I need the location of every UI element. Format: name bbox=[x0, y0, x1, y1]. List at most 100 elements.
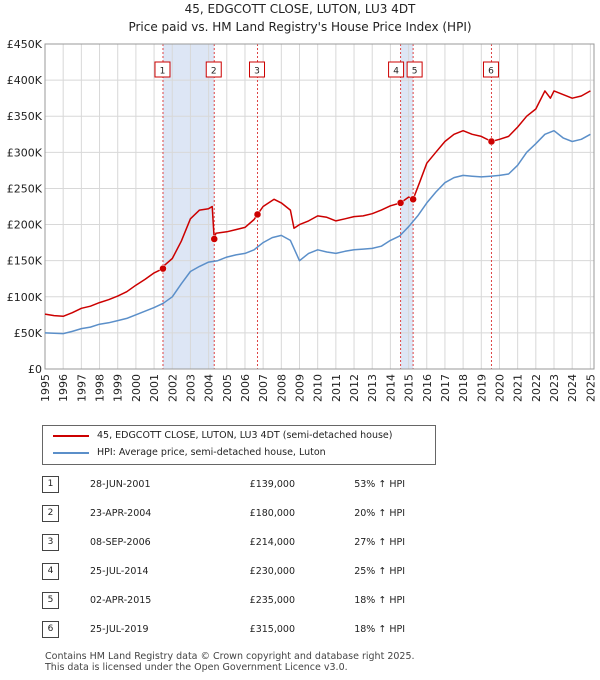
sale-hpi-change: 27% ↑ HPI bbox=[354, 537, 405, 548]
sale-row: 5 02-APR-2015 £235,000 18% ↑ HPI bbox=[42, 586, 405, 615]
sale-price: £180,000 bbox=[249, 508, 295, 519]
sale-label-box bbox=[388, 61, 405, 78]
sale-point bbox=[409, 195, 417, 204]
y-tick-label: £150K bbox=[7, 255, 43, 268]
sale-hpi-change: 20% ↑ HPI bbox=[354, 508, 405, 519]
legend-label-property: 45, EDGCOTT CLOSE, LUTON, LU3 4DT (semi-… bbox=[97, 430, 393, 441]
sale-row: 1 28-JUN-2001 £139,000 53% ↑ HPI bbox=[42, 470, 405, 499]
sale-label-box bbox=[482, 61, 499, 78]
x-tick-label: 2006 bbox=[239, 374, 252, 402]
sale-point bbox=[159, 264, 167, 273]
sale-label-number: 3 bbox=[254, 67, 260, 77]
sale-date: 25-JUL-2014 bbox=[90, 566, 149, 577]
y-tick-label: £100K bbox=[7, 291, 43, 304]
sale-date: 02-APR-2015 bbox=[90, 595, 152, 606]
x-tick-label: 2005 bbox=[221, 374, 234, 402]
chart-subtitle: Price paid vs. HM Land Registry's House … bbox=[128, 20, 472, 34]
y-tick-label: £0 bbox=[28, 363, 42, 376]
x-tick-label: 2019 bbox=[475, 374, 488, 402]
sale-label-number: 4 bbox=[393, 67, 399, 77]
x-tick-label: 1995 bbox=[39, 374, 52, 402]
legend-label-hpi: HPI: Average price, semi-detached house,… bbox=[97, 447, 326, 458]
sale-price: £315,000 bbox=[249, 624, 295, 635]
x-tick-label: 2004 bbox=[203, 374, 216, 402]
sale-label-box bbox=[249, 61, 266, 78]
price-chart: 1 2 3 4 5 6 £0 £50K £100K £150K £200K £250K £300K £35… bbox=[7, 38, 598, 402]
x-tick-label: 2008 bbox=[275, 374, 288, 402]
y-tick-label: £200K bbox=[7, 219, 43, 232]
chart-title: 45, EDGCOTT CLOSE, LUTON, LU3 4DT bbox=[184, 2, 416, 16]
sale-point bbox=[487, 137, 496, 146]
legend-swatch-property bbox=[53, 435, 89, 437]
sale-hpi-change: 18% ↑ HPI bbox=[354, 595, 405, 606]
x-tick-label: 2014 bbox=[384, 374, 397, 402]
x-tick-label: 2002 bbox=[166, 374, 179, 402]
x-tick-label: 2007 bbox=[257, 374, 270, 402]
sale-row: 3 08-SEP-2006 £214,000 27% ↑ HPI bbox=[42, 528, 405, 557]
x-tick-label: 2009 bbox=[294, 374, 307, 402]
x-tick-label: 2018 bbox=[457, 374, 470, 402]
sale-label-box bbox=[205, 61, 222, 78]
sale-period-band bbox=[400, 44, 414, 369]
y-tick-label: £400K bbox=[7, 74, 43, 87]
x-tick-label: 1996 bbox=[57, 374, 70, 402]
sale-number-badge: 5 bbox=[42, 592, 59, 609]
plot-frame bbox=[44, 43, 595, 370]
sale-number-badge: 4 bbox=[42, 563, 59, 580]
sale-label-number: 2 bbox=[211, 67, 217, 77]
sale-number-badge: 3 bbox=[42, 534, 59, 551]
sale-number-badge: 2 bbox=[42, 505, 59, 522]
x-tick-label: 2023 bbox=[548, 374, 561, 402]
y-tick-label: £350K bbox=[7, 110, 43, 123]
sale-label-number: 1 bbox=[160, 67, 166, 77]
hpi-line bbox=[44, 129, 591, 335]
sale-label-number: 5 bbox=[412, 67, 418, 77]
x-tick-label: 2024 bbox=[566, 374, 579, 402]
sale-date: 28-JUN-2001 bbox=[90, 479, 151, 490]
sale-date: 23-APR-2004 bbox=[90, 508, 152, 519]
legend: 45, EDGCOTT CLOSE, LUTON, LU3 4DT (semi-… bbox=[42, 425, 436, 465]
footer-licence: This data is licensed under the Open Gov… bbox=[45, 662, 348, 673]
legend-swatch-hpi bbox=[53, 452, 89, 454]
x-tick-label: 1997 bbox=[75, 374, 88, 402]
sale-point bbox=[396, 199, 405, 207]
sale-row: 6 25-JUL-2019 £315,000 18% ↑ HPI bbox=[42, 615, 405, 644]
x-tick-label: 1998 bbox=[94, 374, 107, 402]
x-tick-label: 2010 bbox=[312, 374, 325, 402]
y-tick-label: £50K bbox=[14, 327, 43, 340]
x-tick-label: 2025 bbox=[584, 374, 597, 402]
y-tick-label: £450K bbox=[7, 38, 43, 51]
sale-row: 2 23-APR-2004 £180,000 20% ↑ HPI bbox=[42, 499, 405, 528]
x-tick-label: 1999 bbox=[112, 374, 125, 402]
y-tick-label: £300K bbox=[7, 146, 43, 159]
sale-date: 25-JUL-2019 bbox=[90, 624, 149, 635]
x-tick-label: 2012 bbox=[348, 374, 361, 402]
x-tick-label: 2015 bbox=[403, 374, 416, 402]
sale-point bbox=[210, 235, 218, 243]
sale-hpi-change: 18% ↑ HPI bbox=[354, 624, 405, 635]
x-tick-label: 2013 bbox=[366, 374, 379, 402]
sale-label-number: 6 bbox=[488, 67, 494, 77]
property-price-line bbox=[44, 90, 591, 318]
sale-row: 4 25-JUL-2014 £230,000 25% ↑ HPI bbox=[42, 557, 405, 586]
x-tick-label: 2003 bbox=[184, 374, 197, 402]
sale-date: 08-SEP-2006 bbox=[90, 537, 151, 548]
sales-table: 1 28-JUN-2001 £139,000 53% ↑ HPI 2 23-APR-200… bbox=[42, 470, 405, 644]
plot-area bbox=[45, 44, 594, 369]
x-tick-label: 2011 bbox=[330, 374, 343, 402]
footer-copyright: Contains HM Land Registry data © Crown c… bbox=[45, 651, 415, 662]
sale-label-box bbox=[154, 61, 171, 78]
sale-number-badge: 6 bbox=[42, 621, 59, 638]
x-tick-label: 2016 bbox=[421, 374, 434, 402]
sale-hpi-change: 25% ↑ HPI bbox=[354, 566, 405, 577]
sale-hpi-change: 53% ↑ HPI bbox=[354, 479, 405, 490]
sale-period-band bbox=[162, 44, 215, 369]
sale-label-box bbox=[406, 61, 423, 78]
x-tick-label: 2017 bbox=[439, 374, 452, 402]
sale-price: £214,000 bbox=[249, 537, 295, 548]
sale-point bbox=[253, 210, 262, 219]
x-tick-label: 2021 bbox=[512, 374, 525, 402]
sale-number-badge: 1 bbox=[42, 476, 59, 493]
x-tick-label: 2020 bbox=[493, 374, 506, 402]
sale-price: £235,000 bbox=[249, 595, 295, 606]
